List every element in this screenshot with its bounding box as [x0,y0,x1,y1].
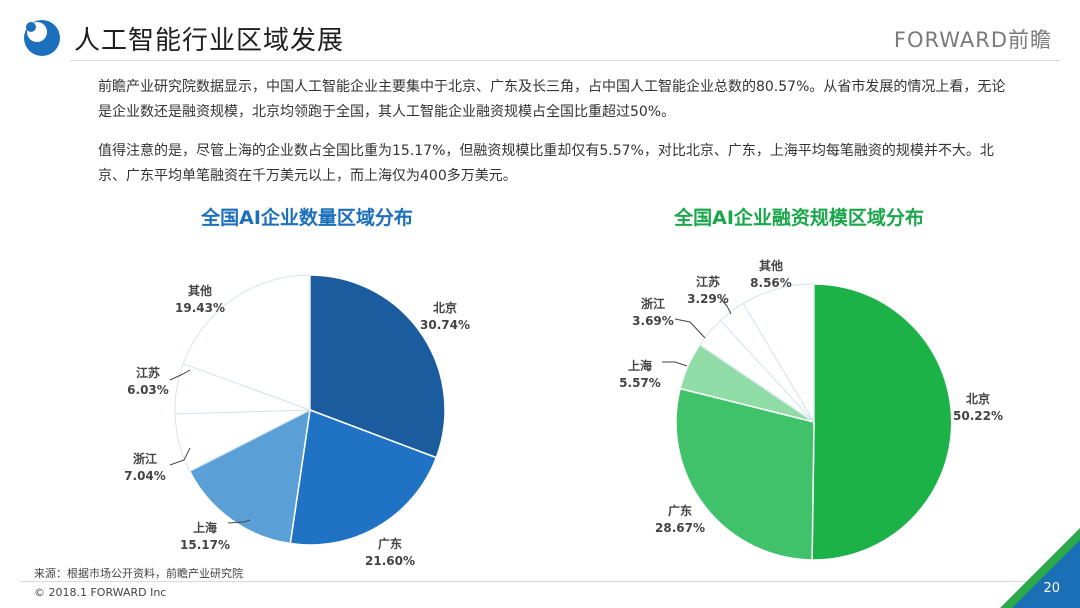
slice-value-label: 3.29% [687,292,729,306]
brand-circle-icon [24,20,60,56]
slice-value-label: 28.67% [655,521,705,535]
slice-name-label: 广东 [668,503,692,518]
slice-value-label: 6.03% [127,383,169,397]
slice-value-label: 50.22% [953,409,1003,423]
slice-value-label: 3.69% [632,314,674,328]
footer-divider [20,581,1060,582]
pie-slice-financing-5 [742,283,815,424]
leader-line [169,369,191,381]
pie-slice-count-0 [309,274,446,459]
slice-name-label: 上海 [193,520,217,535]
leader-line [719,297,732,315]
source-note: 来源：根据市场公开资料，前瞻产业研究院 [34,567,243,580]
slice-value-label: 5.57% [619,376,661,390]
slice-value-label: 15.17% [180,538,230,552]
slice-value-label: 8.56% [750,276,792,290]
chart-title-enterprise-count: 全国AI企业数量区域分布 [201,207,413,229]
leader-line [227,519,251,524]
slice-value-label: 30.74% [420,318,470,332]
page-title: 人工智能行业区域发展 [74,26,345,56]
slice-value-label: 21.60% [365,554,415,568]
leader-line [674,318,706,339]
slice-name-label: 其他 [759,258,783,273]
slice-name-label: 其他 [188,283,212,298]
pie-slice-count-1 [289,408,438,546]
slice-name-label: 北京 [966,391,990,406]
pie-slice-financing-1 [675,387,815,561]
pie-slice-count-5 [182,274,311,411]
slice-name-label: 浙江 [641,296,665,311]
slice-name-label: 江苏 [136,365,160,380]
paragraph-2: 值得注意的是，尽管上海的企业数占全国比重为15.17%，但融资规模比重却仅有5.… [98,143,994,184]
leader-line [662,361,688,367]
pie-slice-financing-0 [811,283,953,561]
slice-name-label: 江苏 [696,274,720,289]
leader-line [169,447,191,466]
slice-name-label: 浙江 [133,451,157,466]
corner-decoration [1000,528,1080,608]
paragraph-1: 前瞻产业研究院数据显示，中国人工智能企业主要集中于北京、广东及长三角，占中国人工… [98,79,1006,120]
slice-name-label: 上海 [628,358,652,373]
slice-name-label: 广东 [378,536,402,551]
chart-title-financing-scale: 全国AI企业融资规模区域分布 [674,207,924,229]
slice-value-label: 19.43% [175,301,225,315]
copyright: © 2018.1 FORWARD Inc [34,586,167,599]
page-number: 20 [1043,581,1060,596]
pie-slice-count-2 [188,408,311,545]
title-divider [70,60,1060,61]
slice-name-label: 北京 [433,300,457,315]
slice-value-label: 7.04% [124,469,166,483]
brand-logo: FORWARD前瞻 [893,28,1052,52]
